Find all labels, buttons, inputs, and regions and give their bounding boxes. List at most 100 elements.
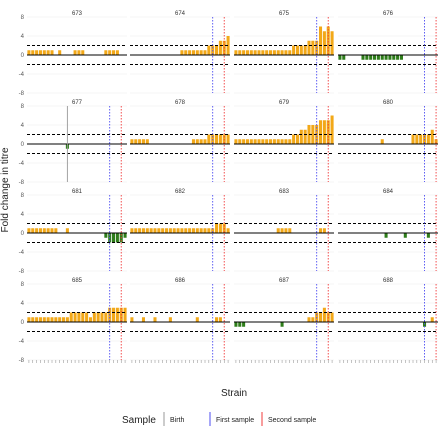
bar: [46, 228, 50, 233]
bar: [419, 134, 423, 144]
bar: [265, 139, 269, 144]
bar: [245, 50, 249, 55]
bar: [104, 312, 108, 322]
bar: [303, 45, 307, 55]
bar: [319, 228, 323, 233]
legend: Sample Birth First sample Second sample: [122, 412, 316, 426]
bar: [403, 233, 407, 238]
bar: [88, 317, 92, 322]
y-tick-label: 4: [21, 34, 25, 40]
bar: [153, 228, 157, 233]
bar: [373, 55, 377, 60]
bar: [73, 312, 77, 322]
bar: [292, 45, 296, 55]
bar: [54, 228, 58, 233]
bar: [58, 50, 62, 55]
bar: [319, 312, 323, 322]
panel-title: 686: [175, 278, 186, 284]
bar: [168, 317, 172, 322]
bar: [123, 307, 127, 322]
bar: [104, 233, 108, 238]
panel-685: 685 8 4 0 -4 -8: [19, 278, 127, 364]
bar: [38, 317, 42, 322]
bar: [180, 50, 184, 55]
bar: [276, 139, 280, 144]
panel-679: 679: [234, 100, 334, 183]
bar: [188, 228, 192, 233]
bar: [434, 139, 438, 144]
bar: [168, 228, 172, 233]
bar: [342, 55, 346, 60]
bar: [195, 50, 199, 55]
y-tick-label: -4: [19, 339, 25, 345]
bar: [31, 317, 35, 322]
panel-677: 677 8 4 0 -4 -8: [19, 100, 127, 186]
bar: [207, 228, 211, 233]
bar: [46, 317, 50, 322]
bar: [27, 228, 31, 233]
bar: [307, 317, 311, 322]
bar: [141, 317, 145, 322]
bar: [130, 139, 134, 144]
bar: [261, 139, 265, 144]
bar: [238, 322, 242, 327]
bar: [115, 307, 119, 322]
bar: [191, 50, 195, 55]
bar: [38, 228, 42, 233]
bar: [319, 26, 323, 55]
bar: [50, 228, 54, 233]
bar: [272, 139, 276, 144]
bar: [280, 50, 284, 55]
panel-title: 673: [72, 11, 83, 17]
bar: [77, 312, 81, 322]
bar: [138, 228, 142, 233]
bar: [215, 317, 219, 322]
bar: [226, 134, 230, 144]
bar: [234, 50, 238, 55]
bar: [380, 139, 384, 144]
bar: [141, 228, 145, 233]
bar: [195, 139, 199, 144]
bar: [257, 50, 261, 55]
bar: [234, 322, 238, 327]
bar: [384, 55, 388, 60]
panel-678: 678: [130, 100, 230, 183]
bar: [272, 50, 276, 55]
bar: [295, 45, 299, 55]
y-tick-label: 4: [21, 123, 25, 129]
bar: [96, 312, 100, 322]
bar: [234, 139, 238, 144]
bar: [138, 139, 142, 144]
y-tick-label: 0: [21, 320, 25, 326]
bar: [280, 139, 284, 144]
bar: [265, 50, 269, 55]
bar: [322, 228, 326, 233]
bar: [184, 228, 188, 233]
panel-681: 681 8 4 0 -4 -8: [19, 189, 127, 275]
bar: [134, 139, 138, 144]
panel-title: 674: [175, 11, 186, 17]
y-tick-label: 4: [21, 301, 25, 307]
y-tick-label: -8: [19, 269, 25, 275]
bar: [261, 50, 265, 55]
bar: [35, 228, 39, 233]
y-tick-label: 4: [21, 212, 25, 218]
bar: [203, 139, 207, 144]
bar: [242, 139, 246, 144]
bar: [388, 55, 392, 60]
bar: [399, 55, 403, 60]
bar: [134, 228, 138, 233]
bar: [415, 134, 419, 144]
bar: [411, 134, 415, 144]
panel-title: 675: [279, 11, 290, 17]
panel-title: 679: [279, 100, 290, 106]
y-tick-label: -4: [19, 72, 25, 78]
bar: [54, 317, 58, 322]
bar: [42, 317, 46, 322]
bar: [108, 50, 112, 55]
bar: [322, 31, 326, 55]
bar: [322, 120, 326, 144]
bar: [288, 50, 292, 55]
bar: [104, 50, 108, 55]
